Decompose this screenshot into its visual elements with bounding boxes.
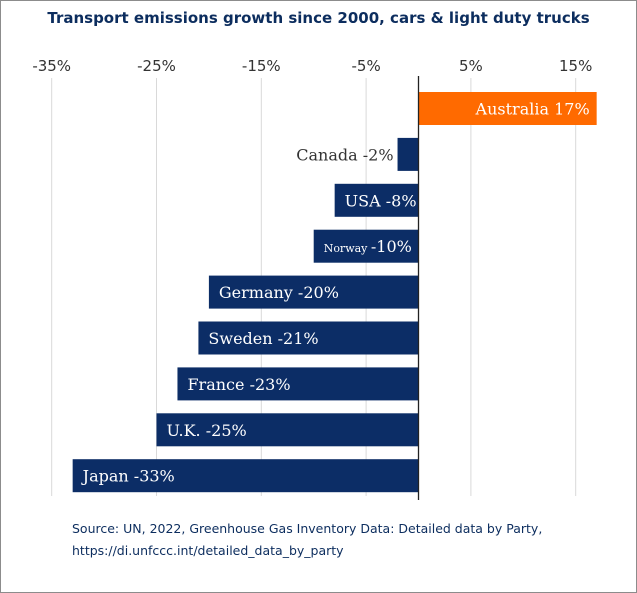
- data-label: Norway -10%: [324, 237, 412, 256]
- bar-norway: [313, 229, 419, 263]
- x-tick-label: -35%: [32, 57, 71, 75]
- source-line-2: https://di.unfccc.int/detailed_data_by_p…: [72, 543, 344, 558]
- bar-canada: [397, 137, 419, 171]
- bar-germany: [208, 275, 419, 309]
- bar-usa: [334, 183, 419, 217]
- source-line-1: Source: UN, 2022, Greenhouse Gas Invento…: [72, 521, 543, 536]
- x-tick-label: -15%: [242, 57, 281, 75]
- bar-france: [177, 367, 419, 401]
- data-label: USA -8%: [345, 191, 417, 210]
- bar-sweden: [198, 321, 419, 355]
- data-label: Sweden -21%: [208, 329, 318, 348]
- bar-australia: [418, 92, 597, 125]
- data-label: Japan -33%: [81, 467, 175, 486]
- x-tick-label: 15%: [559, 57, 592, 75]
- x-tick-label: -25%: [137, 57, 176, 75]
- x-tick-label: 5%: [459, 57, 483, 75]
- data-label: U.K. -25%: [167, 421, 247, 440]
- data-label: Australia 17%: [475, 100, 590, 119]
- source-note: Source: UN, 2022, Greenhouse Gas Invento…: [72, 518, 542, 562]
- bar-uk: [156, 413, 419, 447]
- chart-title: Transport emissions growth since 2000, c…: [47, 9, 590, 27]
- data-label: Canada -2%: [296, 145, 393, 164]
- bar-japan: [72, 459, 419, 493]
- data-label: France -23%: [187, 375, 290, 394]
- data-label: Germany -20%: [219, 283, 339, 302]
- x-tick-label: -5%: [351, 57, 380, 75]
